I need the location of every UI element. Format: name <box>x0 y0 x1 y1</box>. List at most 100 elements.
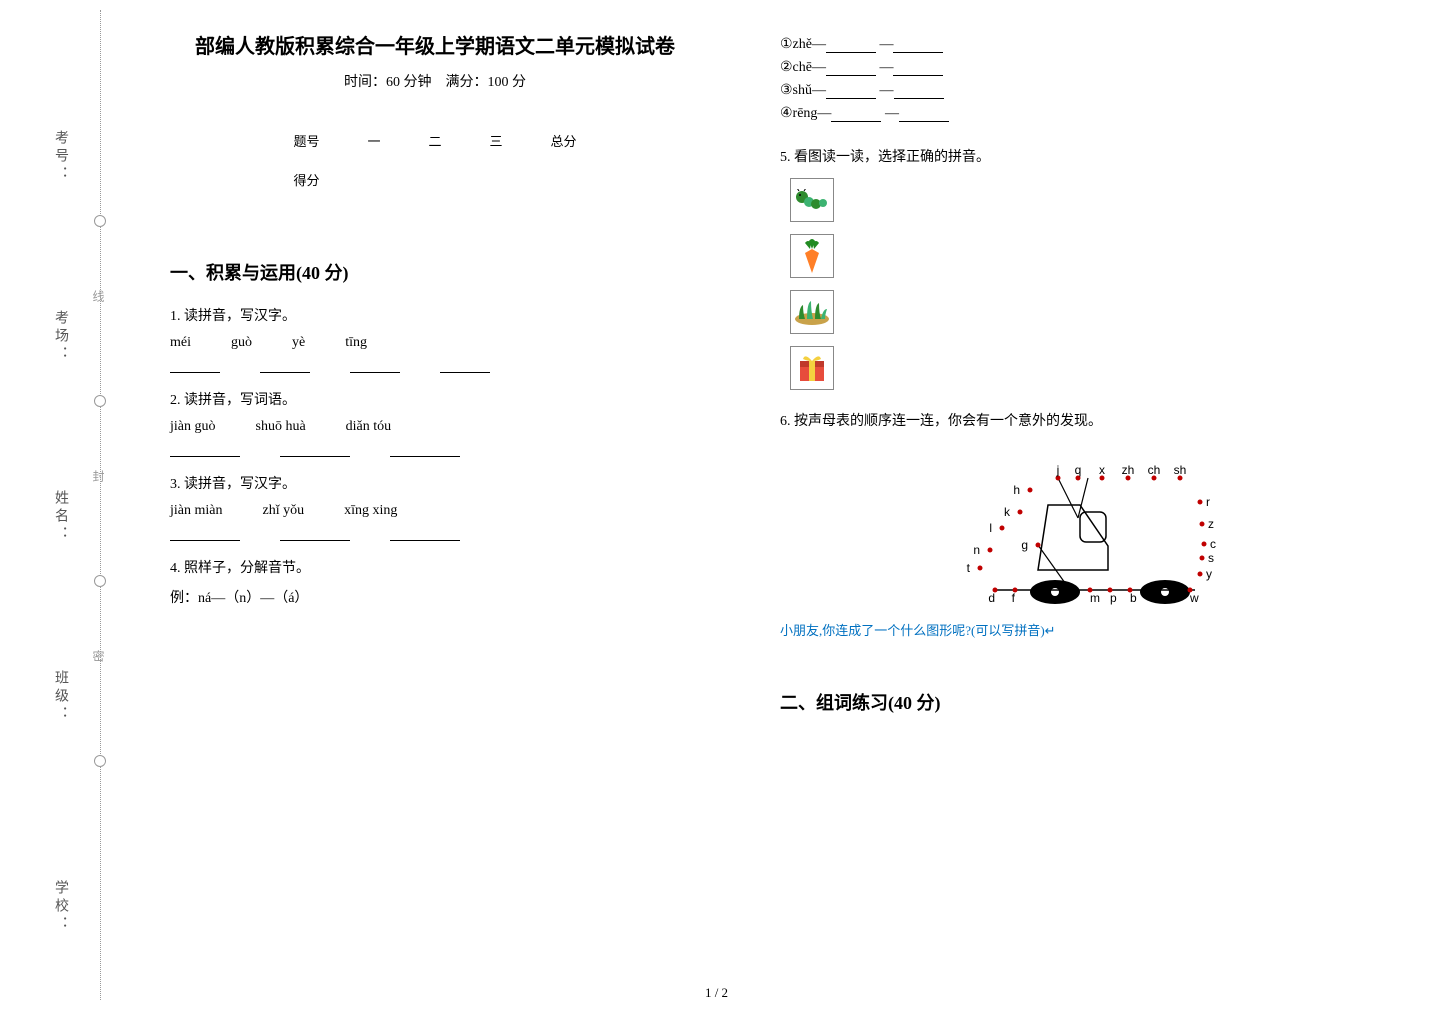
connect-dots-svg: bpmfdtnlgkhjqxzhchshrzcsyw <box>940 450 1220 610</box>
td-score-label: 得分 <box>269 160 343 199</box>
binding-circle <box>94 575 106 587</box>
th-3: 三 <box>466 121 527 160</box>
q4-prompt: 4. 照样子，分解音节。 <box>170 557 700 577</box>
svg-text:l: l <box>989 521 992 535</box>
td-blank <box>343 160 404 199</box>
page-content: 部编人教版积累综合一年级上学期语文二单元模拟试卷 时间：60 分钟 满分：100… <box>150 30 1390 970</box>
svg-text:w: w <box>1189 591 1199 605</box>
svg-text:n: n <box>973 543 980 557</box>
side-label-school: 学校： <box>50 880 70 934</box>
q4-item-label: ②chē— <box>780 60 826 75</box>
q4-example: 例：ná—（n）—（á） <box>170 587 700 607</box>
q5-icon-stack <box>790 178 1310 390</box>
q4-item: ②chē— — <box>780 59 1310 76</box>
td-blank <box>527 160 601 199</box>
svg-text:ch: ch <box>1148 463 1161 477</box>
q4-item-label: ①zhě— <box>780 37 826 52</box>
svg-text:y: y <box>1206 567 1212 581</box>
svg-text:sh: sh <box>1174 463 1187 477</box>
section-2-heading: 二、组词练习(40 分) <box>780 689 1310 715</box>
q4-item: ④rēng— — <box>780 105 1310 122</box>
svg-text:r: r <box>1206 495 1210 509</box>
svg-text:z: z <box>1208 517 1214 531</box>
answer-blank[interactable] <box>170 355 220 373</box>
answer-blank[interactable] <box>826 60 876 76</box>
side-label-room: 考场： <box>50 310 70 364</box>
q1-prompt: 1. 读拼音，写汉字。 <box>170 305 700 325</box>
grass-icon <box>790 290 834 334</box>
answer-blank[interactable] <box>390 523 460 541</box>
q6-caption: 小朋友,你连成了一个什么图形呢?(可以写拼音)↵ <box>780 620 1310 639</box>
answer-blank[interactable] <box>893 37 943 53</box>
svg-text:j: j <box>1056 463 1060 477</box>
table-row: 题号 一 二 三 总分 <box>269 121 600 160</box>
td-blank <box>466 160 527 199</box>
exam-subtitle: 时间：60 分钟 满分：100 分 <box>170 71 700 91</box>
pinyin-item: jiàn guò <box>170 419 216 435</box>
binding-edge: 线 封 密 考号： 考场： 姓名： 班级： 学校： <box>50 10 120 1000</box>
pinyin-item: yè <box>292 335 305 351</box>
svg-text:t: t <box>967 561 971 575</box>
q3-pinyin-row: jiàn miàn zhǐ yǒu xīng xing <box>170 503 700 519</box>
q4-item-label: ③shǔ— <box>780 83 826 98</box>
svg-text:f: f <box>1012 591 1016 605</box>
svg-text:zh: zh <box>1122 463 1135 477</box>
table-row: 得分 <box>269 160 600 199</box>
answer-blank[interactable] <box>899 106 949 122</box>
answer-blank[interactable] <box>260 355 310 373</box>
q1-pinyin-row: méi guò yè tīng <box>170 335 700 351</box>
q4-item: ①zhě— — <box>780 36 1310 53</box>
q4-item: ③shǔ— — <box>780 82 1310 99</box>
svg-text:m: m <box>1090 591 1100 605</box>
page-number: 1 / 2 <box>705 985 728 1001</box>
time-label: 时间：60 分钟 <box>344 75 432 90</box>
pinyin-item: diǎn tóu <box>346 419 392 435</box>
answer-blank[interactable] <box>831 106 881 122</box>
binding-mid-label: 密 <box>90 650 107 662</box>
th-total: 总分 <box>527 121 601 160</box>
gift-icon <box>790 346 834 390</box>
th-num: 题号 <box>269 121 343 160</box>
svg-text:s: s <box>1208 551 1214 565</box>
q3-blank-row <box>170 523 700 541</box>
pinyin-item: xīng xing <box>344 503 397 519</box>
answer-blank[interactable] <box>280 523 350 541</box>
fullscore-label: 满分：100 分 <box>446 75 527 90</box>
svg-text:g: g <box>1021 538 1028 552</box>
q2-prompt: 2. 读拼音，写词语。 <box>170 389 700 409</box>
score-table: 题号 一 二 三 总分 得分 <box>269 121 600 199</box>
right-column: ①zhě— — ②chē— — ③shǔ— — ④rēng— — 5. 看图读一… <box>760 30 1330 970</box>
q6-prompt: 6. 按声母表的顺序连一连，你会有一个意外的发现。 <box>780 410 1310 430</box>
svg-text:q: q <box>1075 463 1082 477</box>
side-label-examid: 考号： <box>50 130 70 184</box>
binding-mid-label: 线 <box>90 290 107 302</box>
pinyin-item: zhǐ yǒu <box>263 503 305 519</box>
answer-blank[interactable] <box>826 37 876 53</box>
answer-blank[interactable] <box>894 83 944 99</box>
q2-pinyin-row: jiàn guò shuō huà diǎn tóu <box>170 419 700 435</box>
answer-blank[interactable] <box>170 439 240 457</box>
answer-blank[interactable] <box>350 355 400 373</box>
pinyin-item: tīng <box>345 335 367 351</box>
binding-circle <box>94 395 106 407</box>
answer-blank[interactable] <box>390 439 460 457</box>
side-label-class: 班级： <box>50 670 70 724</box>
answer-blank[interactable] <box>893 60 943 76</box>
section-1-heading: 一、积累与运用(40 分) <box>170 259 700 285</box>
answer-blank[interactable] <box>826 83 876 99</box>
q6-diagram: bpmfdtnlgkhjqxzhchshrzcsyw <box>940 450 1310 610</box>
pinyin-item: méi <box>170 335 191 351</box>
pinyin-item: guò <box>231 335 252 351</box>
caterpillar-icon <box>790 178 834 222</box>
svg-text:x: x <box>1099 463 1105 477</box>
carrot-icon <box>790 234 834 278</box>
answer-blank[interactable] <box>280 439 350 457</box>
answer-blank[interactable] <box>440 355 490 373</box>
pinyin-item: jiàn miàn <box>170 503 223 519</box>
exam-title: 部编人教版积累综合一年级上学期语文二单元模拟试卷 <box>170 30 700 59</box>
side-label-name: 姓名： <box>50 490 70 544</box>
svg-text:k: k <box>1004 505 1011 519</box>
q4-item-label: ④rēng— <box>780 106 831 121</box>
answer-blank[interactable] <box>170 523 240 541</box>
svg-text:c: c <box>1210 537 1216 551</box>
